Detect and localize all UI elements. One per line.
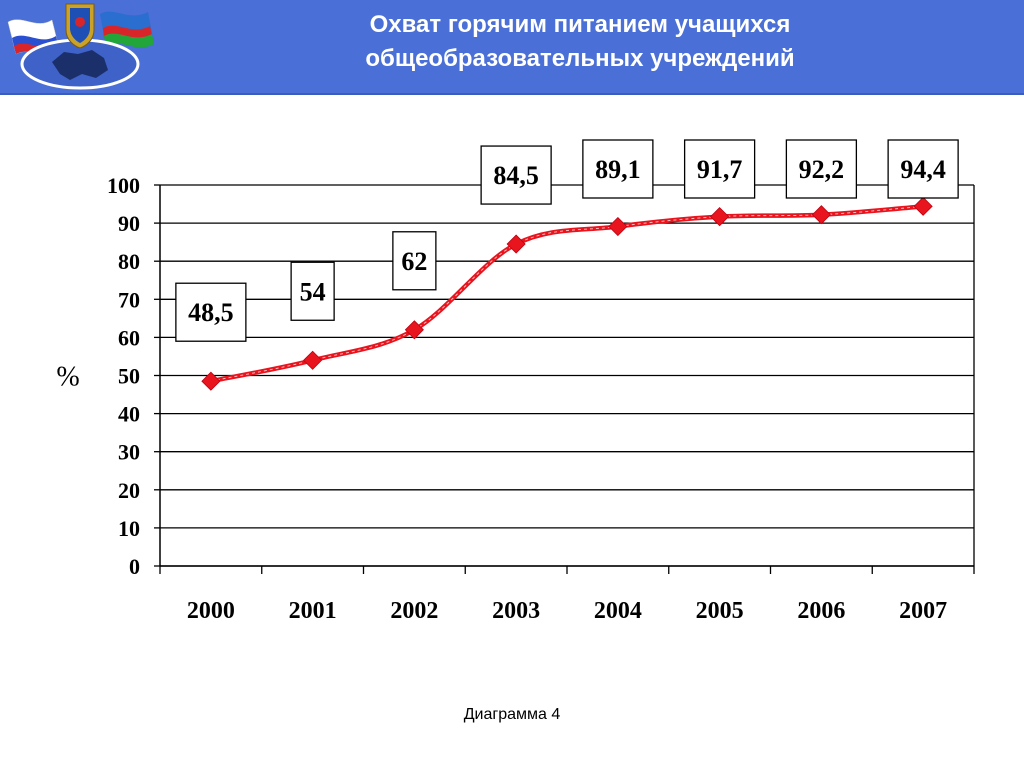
x-tick-label: 2005 xyxy=(696,598,744,624)
data-point-marker xyxy=(506,234,526,254)
header-bar: Охват горячим питанием учащихся общеобра… xyxy=(0,0,1024,95)
x-tick-label: 2004 xyxy=(594,598,642,624)
y-tick-label: 80 xyxy=(118,249,140,274)
data-label: 48,5 xyxy=(188,298,234,327)
y-tick-label: 90 xyxy=(118,211,140,236)
data-point-marker xyxy=(710,207,730,227)
data-point-marker xyxy=(913,196,933,216)
data-label-box xyxy=(887,139,959,199)
data-point-marker xyxy=(811,205,831,225)
y-tick-label: 0 xyxy=(129,554,140,579)
data-label: 91,7 xyxy=(697,155,743,184)
data-label-box xyxy=(683,139,756,199)
data-label-box xyxy=(480,145,552,205)
data-label: 94,4 xyxy=(900,155,946,184)
y-tick-label: 40 xyxy=(118,402,140,427)
y-tick-label: 60 xyxy=(118,325,140,350)
line-chart: 0 10 20 30 40 50 60 70 80 90 100 2000 2001 2002 2003 20… xyxy=(56,139,975,624)
data-label: 92,2 xyxy=(799,155,845,184)
data-label-box xyxy=(290,261,335,321)
data-point-marker xyxy=(303,350,323,370)
x-tick-label: 2007 xyxy=(899,598,947,624)
x-tick-label: 2003 xyxy=(492,598,540,624)
y-tick-label: 100 xyxy=(107,173,140,198)
data-label: 84,5 xyxy=(493,161,539,190)
data-label: 89,1 xyxy=(595,155,641,184)
series-line-texture xyxy=(210,205,924,382)
x-tick-label: 2001 xyxy=(289,598,337,624)
data-label-box xyxy=(175,282,247,342)
y-tick-label: 20 xyxy=(118,478,140,503)
y-axis-label: % xyxy=(56,362,79,393)
data-point-marker xyxy=(201,371,221,391)
y-tick-label: 10 xyxy=(118,516,140,541)
data-label-box xyxy=(582,139,654,199)
title-line-1: Охват горячим питанием учащихся xyxy=(369,11,791,38)
data-point-marker xyxy=(608,216,628,237)
y-tick-label: 30 xyxy=(118,440,140,465)
data-label: 62 xyxy=(401,247,427,276)
data-label: 54 xyxy=(300,277,326,306)
x-tick-label: 2000 xyxy=(187,598,235,624)
x-tick-label: 2006 xyxy=(797,598,845,624)
title-line-2: общеобразовательных учреждений xyxy=(365,45,795,72)
regional-emblem-with-flags-icon xyxy=(7,3,154,90)
x-tick-label: 2002 xyxy=(390,598,438,624)
data-label-box xyxy=(785,139,858,199)
y-tick-label: 50 xyxy=(118,364,140,389)
y-tick-label: 70 xyxy=(118,287,140,312)
data-point-marker xyxy=(404,320,424,340)
page-title: Охват горячим питанием учащихся общеобра… xyxy=(180,8,980,76)
data-label-box xyxy=(392,231,437,291)
chart-caption: Диаграмма 4 xyxy=(463,706,561,723)
